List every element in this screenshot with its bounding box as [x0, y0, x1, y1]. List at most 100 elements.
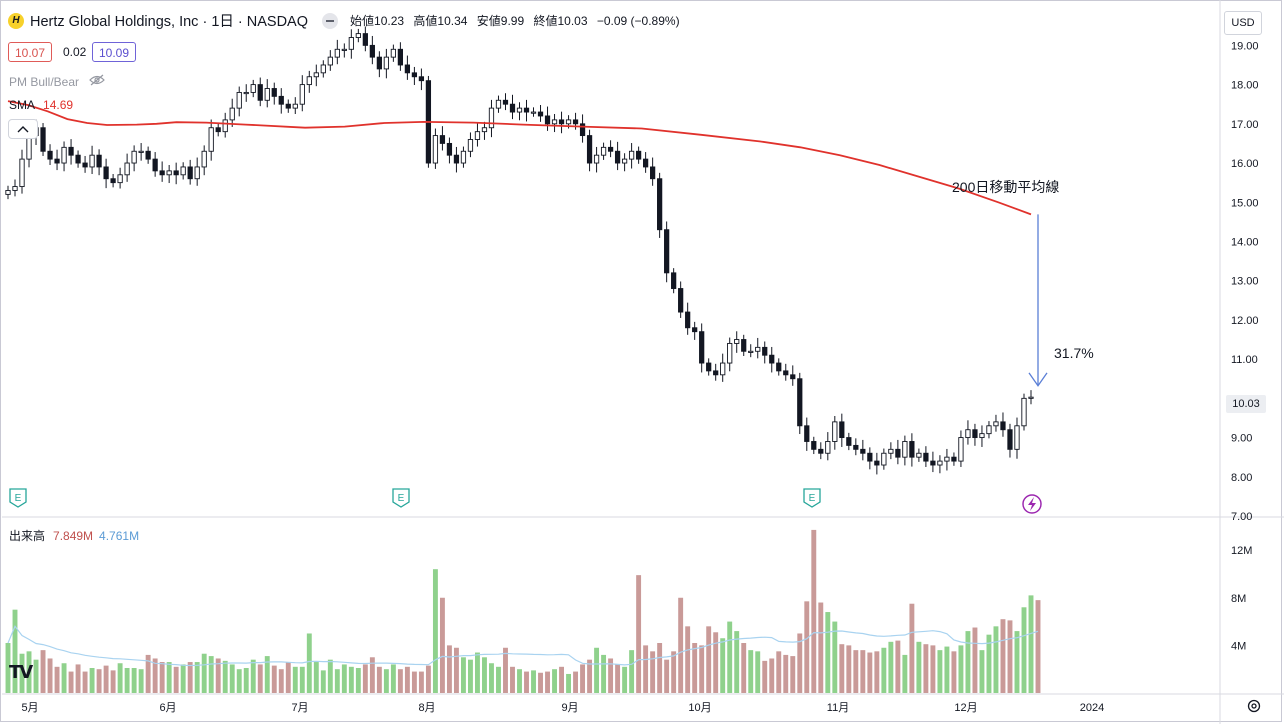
volume-bar: [110, 670, 116, 693]
candle-body: [706, 362, 712, 372]
volume-bar: [467, 659, 473, 693]
indicator-pm-bull-bear[interactable]: PM Bull/Bear: [9, 74, 105, 89]
earnings-marker[interactable]: E: [9, 488, 27, 508]
volume-bar: [411, 671, 417, 693]
candle-body: [958, 437, 964, 462]
candle-body: [523, 107, 530, 113]
candle-body: [937, 460, 943, 466]
candle-body: [467, 139, 474, 152]
price-tick-label: 9.00: [1231, 433, 1252, 445]
candle-body: [544, 115, 551, 125]
candle-body: [923, 452, 929, 462]
price-tick-label: 8.00: [1231, 472, 1252, 484]
candle-body: [502, 99, 509, 105]
candle-body: [257, 84, 263, 101]
candle-body: [664, 229, 670, 274]
candle-body: [117, 174, 123, 184]
volume-bar: [608, 658, 614, 693]
currency-selector[interactable]: USD: [1224, 11, 1262, 35]
volume-bar: [47, 658, 53, 693]
volume-bar: [825, 612, 831, 693]
volume-bar: [489, 663, 494, 693]
volume-bar: [383, 669, 389, 693]
settings-gear-icon[interactable]: [1246, 698, 1262, 719]
candle-body: [390, 48, 396, 58]
candle-body: [888, 448, 894, 454]
volume-bar: [643, 645, 649, 693]
volume-bar: [12, 609, 18, 693]
candle-body: [159, 170, 165, 176]
volume-bar: [145, 654, 151, 693]
volume-bar: [930, 645, 936, 693]
volume-bar: [951, 651, 957, 693]
candle-body: [271, 88, 277, 97]
low-value: 安値9.99: [476, 14, 525, 28]
price-tick-label: 12.00: [1231, 315, 1259, 327]
volume-bar: [299, 666, 305, 693]
time-tick-label: 12月: [954, 702, 977, 714]
candle-body: [860, 448, 866, 454]
volume-bar: [531, 670, 536, 693]
volume-legend[interactable]: 出来高 7.849M 4.761M: [9, 527, 139, 544]
candle-body: [628, 150, 635, 160]
volume-bar: [117, 663, 123, 693]
volume-bar: [699, 645, 705, 693]
candle-body: [895, 448, 901, 458]
candle-body: [671, 272, 677, 289]
indicator-pm-label: PM Bull/Bear: [9, 74, 80, 89]
volume-bar: [40, 650, 46, 693]
volume-bar: [965, 631, 971, 693]
volume-bar: [124, 668, 130, 693]
symbol-menu-icon[interactable]: [322, 12, 339, 29]
candle-body: [362, 33, 368, 46]
volume-bar: [425, 665, 431, 693]
candle-body: [944, 456, 950, 462]
candle-body: [75, 154, 81, 164]
volume-bar: [482, 657, 487, 693]
volume-ma-value: 4.761M: [99, 529, 140, 543]
candle-body: [846, 437, 852, 446]
volume-bar: [33, 659, 39, 693]
candle-body: [278, 95, 284, 105]
candle-body: [811, 441, 817, 450]
earnings-marker[interactable]: E: [803, 488, 821, 508]
candle-body: [145, 150, 151, 160]
candle-body: [488, 107, 495, 129]
candle-body: [460, 150, 467, 164]
buy-price-button[interactable]: 10.09: [92, 42, 137, 62]
candle-body: [439, 135, 446, 144]
eye-hidden-icon[interactable]: [89, 74, 105, 89]
volume-bar: [68, 671, 74, 693]
volume-bar: [881, 647, 887, 693]
candle-body: [993, 421, 999, 427]
candle-body: [110, 178, 116, 184]
volume-bar: [874, 651, 880, 693]
volume-bar: [839, 644, 845, 693]
sma-200-line: [7, 100, 1032, 216]
volume-bar: [895, 640, 901, 693]
candle-body: [972, 429, 978, 439]
price-tick-label: 18.00: [1231, 80, 1259, 92]
volume-bar: [439, 597, 445, 693]
earnings-marker[interactable]: E: [392, 488, 410, 508]
time-tick-label: 10月: [688, 702, 711, 714]
lightning-event-icon[interactable]: [1022, 494, 1042, 514]
time-tick-label: 6月: [159, 702, 176, 714]
sell-price-button[interactable]: 10.07: [8, 42, 53, 62]
collapse-legend-button[interactable]: [8, 119, 38, 139]
volume-bar: [208, 656, 214, 693]
candle-body: [180, 166, 186, 176]
candle-body: [867, 452, 873, 462]
volume-bar: [54, 666, 60, 693]
earnings-marker-label: E: [809, 493, 816, 504]
volume-bar: [566, 673, 572, 693]
indicator-sma[interactable]: SMA 14.69: [9, 98, 73, 112]
tradingview-logo[interactable]: TV: [9, 662, 33, 683]
symbol-title[interactable]: Hertz Global Holdings, Inc · 1日 · NASDAQ: [30, 14, 309, 30]
candle-body: [47, 150, 53, 160]
candle-body: [236, 91, 242, 109]
time-tick-label: 11月: [827, 702, 849, 714]
volume-bar: [797, 633, 803, 693]
volume-bar: [580, 664, 586, 693]
